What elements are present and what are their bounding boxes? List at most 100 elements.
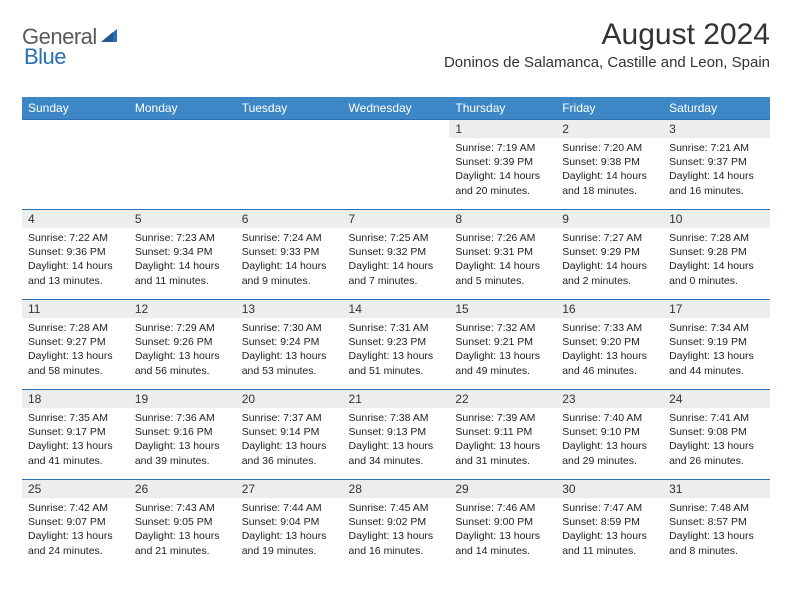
day-details: Sunrise: 7:41 AMSunset: 9:08 PMDaylight:…	[663, 408, 770, 472]
day-details: Sunrise: 7:47 AMSunset: 8:59 PMDaylight:…	[556, 498, 663, 562]
day-number: 14	[343, 300, 450, 318]
day-number: 13	[236, 300, 343, 318]
day-number: 17	[663, 300, 770, 318]
calendar-day-cell: 7Sunrise: 7:25 AMSunset: 9:32 PMDaylight…	[343, 210, 450, 300]
day-details: Sunrise: 7:37 AMSunset: 9:14 PMDaylight:…	[236, 408, 343, 472]
calendar-day-cell: 16Sunrise: 7:33 AMSunset: 9:20 PMDayligh…	[556, 300, 663, 390]
day-details: Sunrise: 7:34 AMSunset: 9:19 PMDaylight:…	[663, 318, 770, 382]
calendar-day-cell: 6Sunrise: 7:24 AMSunset: 9:33 PMDaylight…	[236, 210, 343, 300]
calendar-week-row: 11Sunrise: 7:28 AMSunset: 9:27 PMDayligh…	[22, 300, 770, 390]
day-number: 20	[236, 390, 343, 408]
day-number: 6	[236, 210, 343, 228]
calendar-day-cell: 31Sunrise: 7:48 AMSunset: 8:57 PMDayligh…	[663, 480, 770, 570]
calendar-day-cell: 12Sunrise: 7:29 AMSunset: 9:26 PMDayligh…	[129, 300, 236, 390]
calendar-day-cell: 2Sunrise: 7:20 AMSunset: 9:38 PMDaylight…	[556, 120, 663, 210]
day-number: 24	[663, 390, 770, 408]
calendar-page: General August 2024 Doninos de Salamanca…	[0, 0, 792, 570]
calendar-day-cell	[343, 120, 450, 210]
day-details: Sunrise: 7:46 AMSunset: 9:00 PMDaylight:…	[449, 498, 556, 562]
header: General August 2024 Doninos de Salamanca…	[22, 18, 770, 71]
day-details: Sunrise: 7:27 AMSunset: 9:29 PMDaylight:…	[556, 228, 663, 292]
day-details: Sunrise: 7:33 AMSunset: 9:20 PMDaylight:…	[556, 318, 663, 382]
calendar-day-cell: 30Sunrise: 7:47 AMSunset: 8:59 PMDayligh…	[556, 480, 663, 570]
calendar-day-cell: 15Sunrise: 7:32 AMSunset: 9:21 PMDayligh…	[449, 300, 556, 390]
calendar-day-cell: 22Sunrise: 7:39 AMSunset: 9:11 PMDayligh…	[449, 390, 556, 480]
calendar-week-row: 25Sunrise: 7:42 AMSunset: 9:07 PMDayligh…	[22, 480, 770, 570]
calendar-day-cell: 23Sunrise: 7:40 AMSunset: 9:10 PMDayligh…	[556, 390, 663, 480]
calendar-day-cell: 4Sunrise: 7:22 AMSunset: 9:36 PMDaylight…	[22, 210, 129, 300]
day-details: Sunrise: 7:48 AMSunset: 8:57 PMDaylight:…	[663, 498, 770, 562]
day-details: Sunrise: 7:22 AMSunset: 9:36 PMDaylight:…	[22, 228, 129, 292]
calendar-week-row: 18Sunrise: 7:35 AMSunset: 9:17 PMDayligh…	[22, 390, 770, 480]
month-title: August 2024	[444, 18, 770, 52]
calendar-body: 1Sunrise: 7:19 AMSunset: 9:39 PMDaylight…	[22, 120, 770, 570]
calendar-day-cell: 25Sunrise: 7:42 AMSunset: 9:07 PMDayligh…	[22, 480, 129, 570]
calendar-day-cell: 13Sunrise: 7:30 AMSunset: 9:24 PMDayligh…	[236, 300, 343, 390]
day-details: Sunrise: 7:20 AMSunset: 9:38 PMDaylight:…	[556, 138, 663, 202]
weekday-header: Monday	[129, 97, 236, 120]
day-number: 31	[663, 480, 770, 498]
calendar-week-row: 4Sunrise: 7:22 AMSunset: 9:36 PMDaylight…	[22, 210, 770, 300]
calendar-day-cell: 21Sunrise: 7:38 AMSunset: 9:13 PMDayligh…	[343, 390, 450, 480]
day-number: 21	[343, 390, 450, 408]
day-number: 30	[556, 480, 663, 498]
day-number: 25	[22, 480, 129, 498]
calendar-day-cell: 3Sunrise: 7:21 AMSunset: 9:37 PMDaylight…	[663, 120, 770, 210]
day-number: 19	[129, 390, 236, 408]
calendar-day-cell	[236, 120, 343, 210]
day-number: 8	[449, 210, 556, 228]
day-details: Sunrise: 7:29 AMSunset: 9:26 PMDaylight:…	[129, 318, 236, 382]
day-details: Sunrise: 7:19 AMSunset: 9:39 PMDaylight:…	[449, 138, 556, 202]
calendar-day-cell: 29Sunrise: 7:46 AMSunset: 9:00 PMDayligh…	[449, 480, 556, 570]
day-details: Sunrise: 7:40 AMSunset: 9:10 PMDaylight:…	[556, 408, 663, 472]
day-details: Sunrise: 7:32 AMSunset: 9:21 PMDaylight:…	[449, 318, 556, 382]
logo-triangle-icon	[99, 26, 119, 49]
calendar-day-cell: 9Sunrise: 7:27 AMSunset: 9:29 PMDaylight…	[556, 210, 663, 300]
day-number: 26	[129, 480, 236, 498]
day-number: 16	[556, 300, 663, 318]
day-details: Sunrise: 7:21 AMSunset: 9:37 PMDaylight:…	[663, 138, 770, 202]
calendar-day-cell: 14Sunrise: 7:31 AMSunset: 9:23 PMDayligh…	[343, 300, 450, 390]
day-details: Sunrise: 7:30 AMSunset: 9:24 PMDaylight:…	[236, 318, 343, 382]
day-details: Sunrise: 7:31 AMSunset: 9:23 PMDaylight:…	[343, 318, 450, 382]
weekday-header: Wednesday	[343, 97, 450, 120]
day-number: 9	[556, 210, 663, 228]
day-number: 12	[129, 300, 236, 318]
day-details: Sunrise: 7:24 AMSunset: 9:33 PMDaylight:…	[236, 228, 343, 292]
day-number: 10	[663, 210, 770, 228]
calendar-day-cell: 18Sunrise: 7:35 AMSunset: 9:17 PMDayligh…	[22, 390, 129, 480]
calendar-week-row: 1Sunrise: 7:19 AMSunset: 9:39 PMDaylight…	[22, 120, 770, 210]
day-number: 15	[449, 300, 556, 318]
day-details: Sunrise: 7:42 AMSunset: 9:07 PMDaylight:…	[22, 498, 129, 562]
calendar-table: SundayMondayTuesdayWednesdayThursdayFrid…	[22, 97, 770, 570]
calendar-day-cell	[22, 120, 129, 210]
day-number: 5	[129, 210, 236, 228]
weekday-header: Tuesday	[236, 97, 343, 120]
day-number: 29	[449, 480, 556, 498]
day-number: 1	[449, 120, 556, 138]
day-details: Sunrise: 7:38 AMSunset: 9:13 PMDaylight:…	[343, 408, 450, 472]
day-details: Sunrise: 7:28 AMSunset: 9:28 PMDaylight:…	[663, 228, 770, 292]
calendar-day-cell: 8Sunrise: 7:26 AMSunset: 9:31 PMDaylight…	[449, 210, 556, 300]
day-details: Sunrise: 7:45 AMSunset: 9:02 PMDaylight:…	[343, 498, 450, 562]
calendar-day-cell: 10Sunrise: 7:28 AMSunset: 9:28 PMDayligh…	[663, 210, 770, 300]
day-number: 18	[22, 390, 129, 408]
calendar-day-cell: 17Sunrise: 7:34 AMSunset: 9:19 PMDayligh…	[663, 300, 770, 390]
logo-blue-wrap: Blue	[24, 44, 66, 70]
day-details: Sunrise: 7:44 AMSunset: 9:04 PMDaylight:…	[236, 498, 343, 562]
weekday-header: Saturday	[663, 97, 770, 120]
day-number: 28	[343, 480, 450, 498]
calendar-day-cell: 5Sunrise: 7:23 AMSunset: 9:34 PMDaylight…	[129, 210, 236, 300]
day-number: 23	[556, 390, 663, 408]
calendar-day-cell: 20Sunrise: 7:37 AMSunset: 9:14 PMDayligh…	[236, 390, 343, 480]
day-details: Sunrise: 7:23 AMSunset: 9:34 PMDaylight:…	[129, 228, 236, 292]
day-number: 3	[663, 120, 770, 138]
day-number: 7	[343, 210, 450, 228]
calendar-day-cell: 24Sunrise: 7:41 AMSunset: 9:08 PMDayligh…	[663, 390, 770, 480]
calendar-day-cell: 27Sunrise: 7:44 AMSunset: 9:04 PMDayligh…	[236, 480, 343, 570]
day-number: 4	[22, 210, 129, 228]
calendar-day-cell	[129, 120, 236, 210]
weekday-header: Sunday	[22, 97, 129, 120]
day-details: Sunrise: 7:39 AMSunset: 9:11 PMDaylight:…	[449, 408, 556, 472]
day-number: 11	[22, 300, 129, 318]
